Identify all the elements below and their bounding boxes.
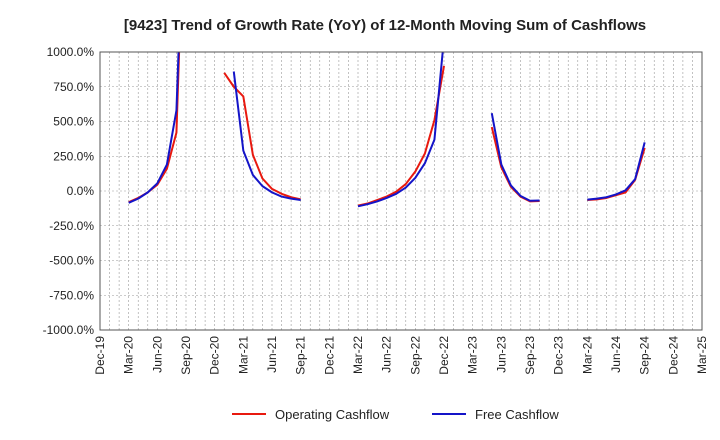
x-tick-label: Jun-24: [609, 336, 623, 373]
x-axis: Dec-19 Mar-20 Jun-20 Sep-20 Dec-20 Mar-21 Jun-…: [93, 336, 709, 375]
y-tick-label: -1000.0%: [43, 323, 95, 337]
x-tick-label: Mar-23: [466, 336, 480, 374]
x-tick-label: Jun-22: [380, 336, 394, 373]
x-tick-label: Sep-21: [294, 336, 308, 375]
x-tick-label: Sep-22: [408, 336, 422, 375]
series-layer: [100, 52, 646, 208]
y-tick-label: -750.0%: [49, 288, 94, 302]
x-tick-label: Sep-24: [638, 336, 652, 375]
y-tick-label: 0.0%: [67, 184, 95, 198]
x-tick-label: Dec-21: [322, 336, 336, 375]
x-tick-label: Mar-25: [695, 336, 709, 374]
x-tick-label: Jun-21: [265, 336, 279, 373]
legend-label-operating-cashflow: Operating Cashflow: [275, 407, 390, 422]
legend: Operating Cashflow Free Cashflow: [232, 407, 559, 422]
grid: [100, 52, 702, 330]
x-tick-label: Mar-21: [236, 336, 250, 374]
chart-title: [9423] Trend of Growth Rate (YoY) of 12-…: [124, 17, 646, 34]
x-tick-label: Jun-23: [494, 336, 508, 373]
y-tick-label: 250.0%: [53, 149, 94, 163]
series-line-free-cashflow: [232, 71, 301, 202]
y-tick-label: -500.0%: [49, 254, 94, 268]
y-tick-label: -250.0%: [49, 219, 94, 233]
x-tick-label: Mar-24: [580, 336, 594, 374]
series-free-cashflow: [100, 52, 646, 208]
x-tick-label: Dec-24: [666, 336, 680, 375]
y-tick-label: 500.0%: [53, 115, 94, 129]
x-tick-label: Dec-23: [552, 336, 566, 375]
x-tick-label: Mar-22: [351, 336, 365, 374]
x-tick-label: Dec-22: [437, 336, 451, 375]
y-tick-label: 1000.0%: [47, 45, 95, 59]
legend-label-free-cashflow: Free Cashflow: [475, 407, 559, 422]
x-tick-label: Sep-20: [179, 336, 193, 375]
x-tick-label: Mar-20: [122, 336, 136, 374]
x-tick-label: Dec-19: [93, 336, 107, 375]
y-tick-label: 750.0%: [53, 80, 94, 94]
plot-area-border: [99, 51, 703, 331]
x-tick-label: Jun-20: [150, 336, 164, 373]
x-tick-label: Dec-20: [208, 336, 222, 375]
x-tick-label: Sep-23: [523, 336, 537, 375]
series-line-free-cashflow: [357, 52, 444, 208]
series-line-free-cashflow: [490, 112, 540, 202]
y-axis: 1000.0% 750.0% 500.0% 250.0% 0.0% -250.0% -500…: [43, 45, 95, 337]
